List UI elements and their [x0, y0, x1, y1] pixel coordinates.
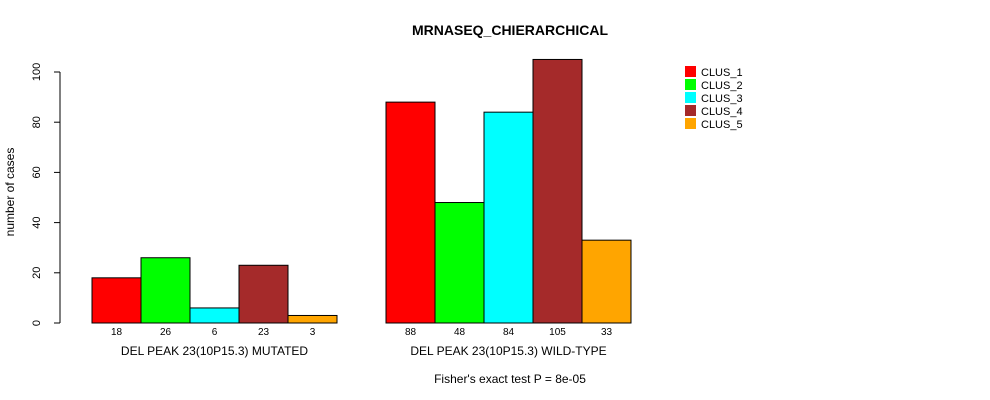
- bar-clus-5: [581, 239, 632, 324]
- legend-swatch: [685, 118, 696, 129]
- bar-value-label: 18: [111, 327, 123, 338]
- bar-clus-5: [287, 314, 338, 324]
- bar-value-label: 105: [549, 327, 566, 338]
- bar-clus-1: [91, 277, 142, 324]
- y-tick-label: 60: [31, 166, 43, 178]
- group-label: DEL PEAK 23(10P15.3) MUTATED: [121, 344, 309, 358]
- group-label: DEL PEAK 23(10P15.3) WILD-TYPE: [410, 344, 606, 358]
- y-tick-label: 80: [31, 116, 43, 128]
- chart-title: MRNASEQ_CHIERARCHICAL: [412, 22, 608, 38]
- y-tick-label: 40: [31, 216, 43, 228]
- bar-clus-4: [532, 58, 583, 324]
- bar-value-label: 23: [258, 327, 270, 338]
- y-tick-label: 0: [31, 320, 43, 326]
- y-tick-label: 20: [31, 267, 43, 279]
- bar-clus-2: [434, 202, 485, 324]
- bars: [91, 58, 632, 324]
- y-axis-label: number of cases: [3, 148, 17, 237]
- bar-value-label: 3: [310, 327, 316, 338]
- legend-swatch: [685, 92, 696, 103]
- legend-swatch: [685, 79, 696, 90]
- bar-clus-2: [140, 257, 191, 324]
- y-axis: 0 20 40 60 80 100: [31, 63, 61, 326]
- legend-label: CLUS_1: [701, 67, 743, 79]
- bar-labels: 18 26 6 23 3 88 48 84 105 33: [111, 327, 613, 338]
- bar-value-label: 84: [503, 327, 515, 338]
- legend-label: CLUS_4: [701, 106, 743, 118]
- bar-clus-1: [385, 101, 436, 324]
- legend-label: CLUS_5: [701, 119, 743, 131]
- legend-swatch: [685, 105, 696, 116]
- bar-clus-4: [238, 264, 289, 324]
- legend-swatch: [685, 66, 696, 77]
- bar-value-label: 88: [405, 327, 417, 338]
- fisher-test-footnote: Fisher's exact test P = 8e-05: [434, 372, 586, 386]
- y-tick-label: 100: [31, 63, 43, 81]
- bar-value-label: 33: [601, 327, 613, 338]
- legend-label: CLUS_2: [701, 80, 743, 92]
- legend-label: CLUS_3: [701, 93, 743, 105]
- bar-clus-3: [483, 111, 534, 324]
- bar-value-label: 48: [454, 327, 466, 338]
- bar-value-label: 6: [212, 327, 218, 338]
- group-labels: DEL PEAK 23(10P15.3) MUTATED DEL PEAK 23(…: [121, 344, 607, 358]
- bar-clus-3: [189, 307, 240, 324]
- bar-value-label: 26: [160, 327, 172, 338]
